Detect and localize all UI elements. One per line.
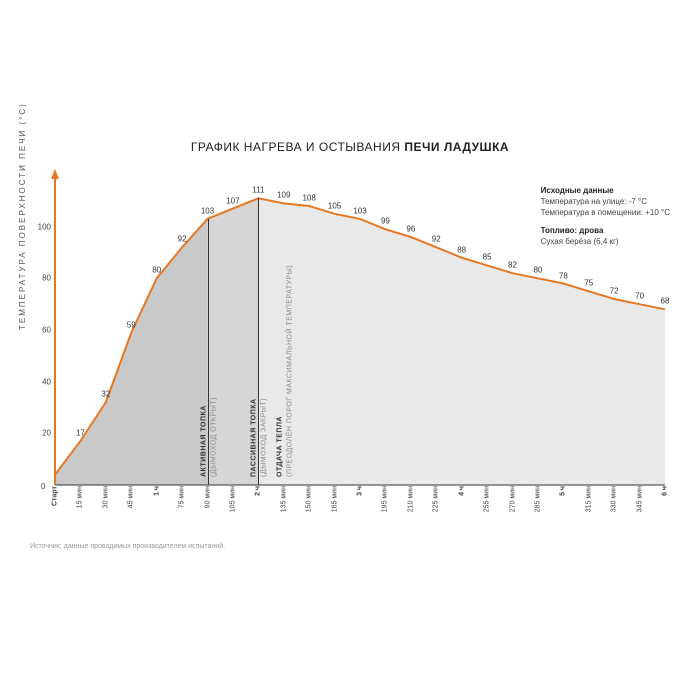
phase-label-release: ОТДАЧА ТЕПЛА [276,416,283,477]
x-tick: 15 мин [77,486,84,508]
x-tick: 2 ч [255,486,262,496]
y-axis-label: ТЕМПЕРАТУРА ПОВЕРХНОСТИ ПЕЧИ (°C) [18,102,27,330]
x-tick: 210 мин [407,486,414,512]
x-tick: Старт [52,486,59,506]
x-tick: 165 мин [331,486,338,512]
x-tick: 330 мин [611,486,618,512]
y-tick: 100 [35,222,51,231]
info-header-2: Топливо: дрова [541,225,670,236]
phase-label-passive: ПАССИВНАЯ ТОПКА [251,398,258,477]
phase-divider [258,198,259,485]
x-tick: 5 ч [560,486,567,496]
x-tick: 30 мин [102,486,109,508]
value-label: 80 [533,266,542,275]
value-label: 103 [201,206,214,215]
x-tick: 105 мин [229,486,236,512]
y-tick: 80 [35,274,51,283]
x-tick: 270 мин [509,486,516,512]
value-label: 80 [152,266,161,275]
value-label: 82 [508,261,517,270]
info-box: Исходные данные Температура на улице: -7… [541,185,670,247]
value-label: 105 [328,201,341,210]
y-tick-zero: 0 [41,482,45,491]
value-label: 92 [178,235,187,244]
value-label: 88 [457,245,466,254]
value-label: 75 [584,279,593,288]
chart-canvas: ГРАФИК НАГРЕВА И ОСТЫВАНИЯ ПЕЧИ ЛАДУШКА … [0,0,700,700]
value-label: 85 [483,253,492,262]
x-tick: 135 мин [280,486,287,512]
value-label: 17 [76,428,85,437]
y-tick: 40 [35,377,51,386]
y-tick: 60 [35,326,51,335]
chart-title: ГРАФИК НАГРЕВА И ОСТЫВАНИЯ ПЕЧИ ЛАДУШКА [0,140,700,154]
info-line-2: Температура на улице: -7 °C [541,196,670,207]
title-bold: ПЕЧИ ЛАДУШКА [404,140,509,154]
x-tick: 315 мин [585,486,592,512]
x-tick: 45 мин [128,486,135,508]
value-label: 96 [406,224,415,233]
value-label: 78 [559,271,568,280]
phase-divider [208,219,209,485]
value-label: 108 [302,193,315,202]
x-tick: 255 мин [484,486,491,512]
value-label: 92 [432,235,441,244]
phase-label-active-sub: (ДЫМОХОД ОТКРЫТ) [210,397,217,477]
x-tick: 285 мин [534,486,541,512]
value-label: 70 [635,292,644,301]
value-label: 103 [353,206,366,215]
info-line-5: Сухая берёза (6,4 кг) [541,236,670,247]
value-label: 99 [381,217,390,226]
phase-label-active: АКТИВНАЯ ТОПКА [200,405,207,477]
x-tick: 3 ч [357,486,364,496]
x-tick: 345 мин [636,486,643,512]
x-tick: 6 ч [662,486,669,496]
value-label: 107 [226,196,239,205]
value-label: 109 [277,191,290,200]
value-label: 59 [127,320,136,329]
x-tick: 75 мин [179,486,186,508]
x-tick: 225 мин [433,486,440,512]
value-label: 68 [661,297,670,306]
x-tick: 195 мин [382,486,389,512]
phase-label-passive-sub: (ДЫМОХОД ЗАКРЫТ) [261,398,268,477]
info-line-3: Температура в помещении: +10 °C [541,207,670,218]
y-tick: 20 [35,429,51,438]
value-label: 32 [101,390,110,399]
info-header-1: Исходные данные [541,185,670,196]
source-note: Источник: данные проводимых производител… [30,543,225,550]
value-label: 111 [252,186,264,195]
x-tick: 90 мин [204,486,211,508]
title-prefix: ГРАФИК НАГРЕВА И ОСТЫВАНИЯ [191,140,404,154]
x-tick: 1 ч [153,486,160,496]
x-tick: 150 мин [306,486,313,512]
phase-label-release-sub: (ПРЕОДОЛЁН ПОРОГ МАКСИМАЛЬНОЙ ТЕМПЕРАТУР… [286,265,293,477]
x-tick: 4 ч [458,486,465,496]
value-label: 72 [610,286,619,295]
